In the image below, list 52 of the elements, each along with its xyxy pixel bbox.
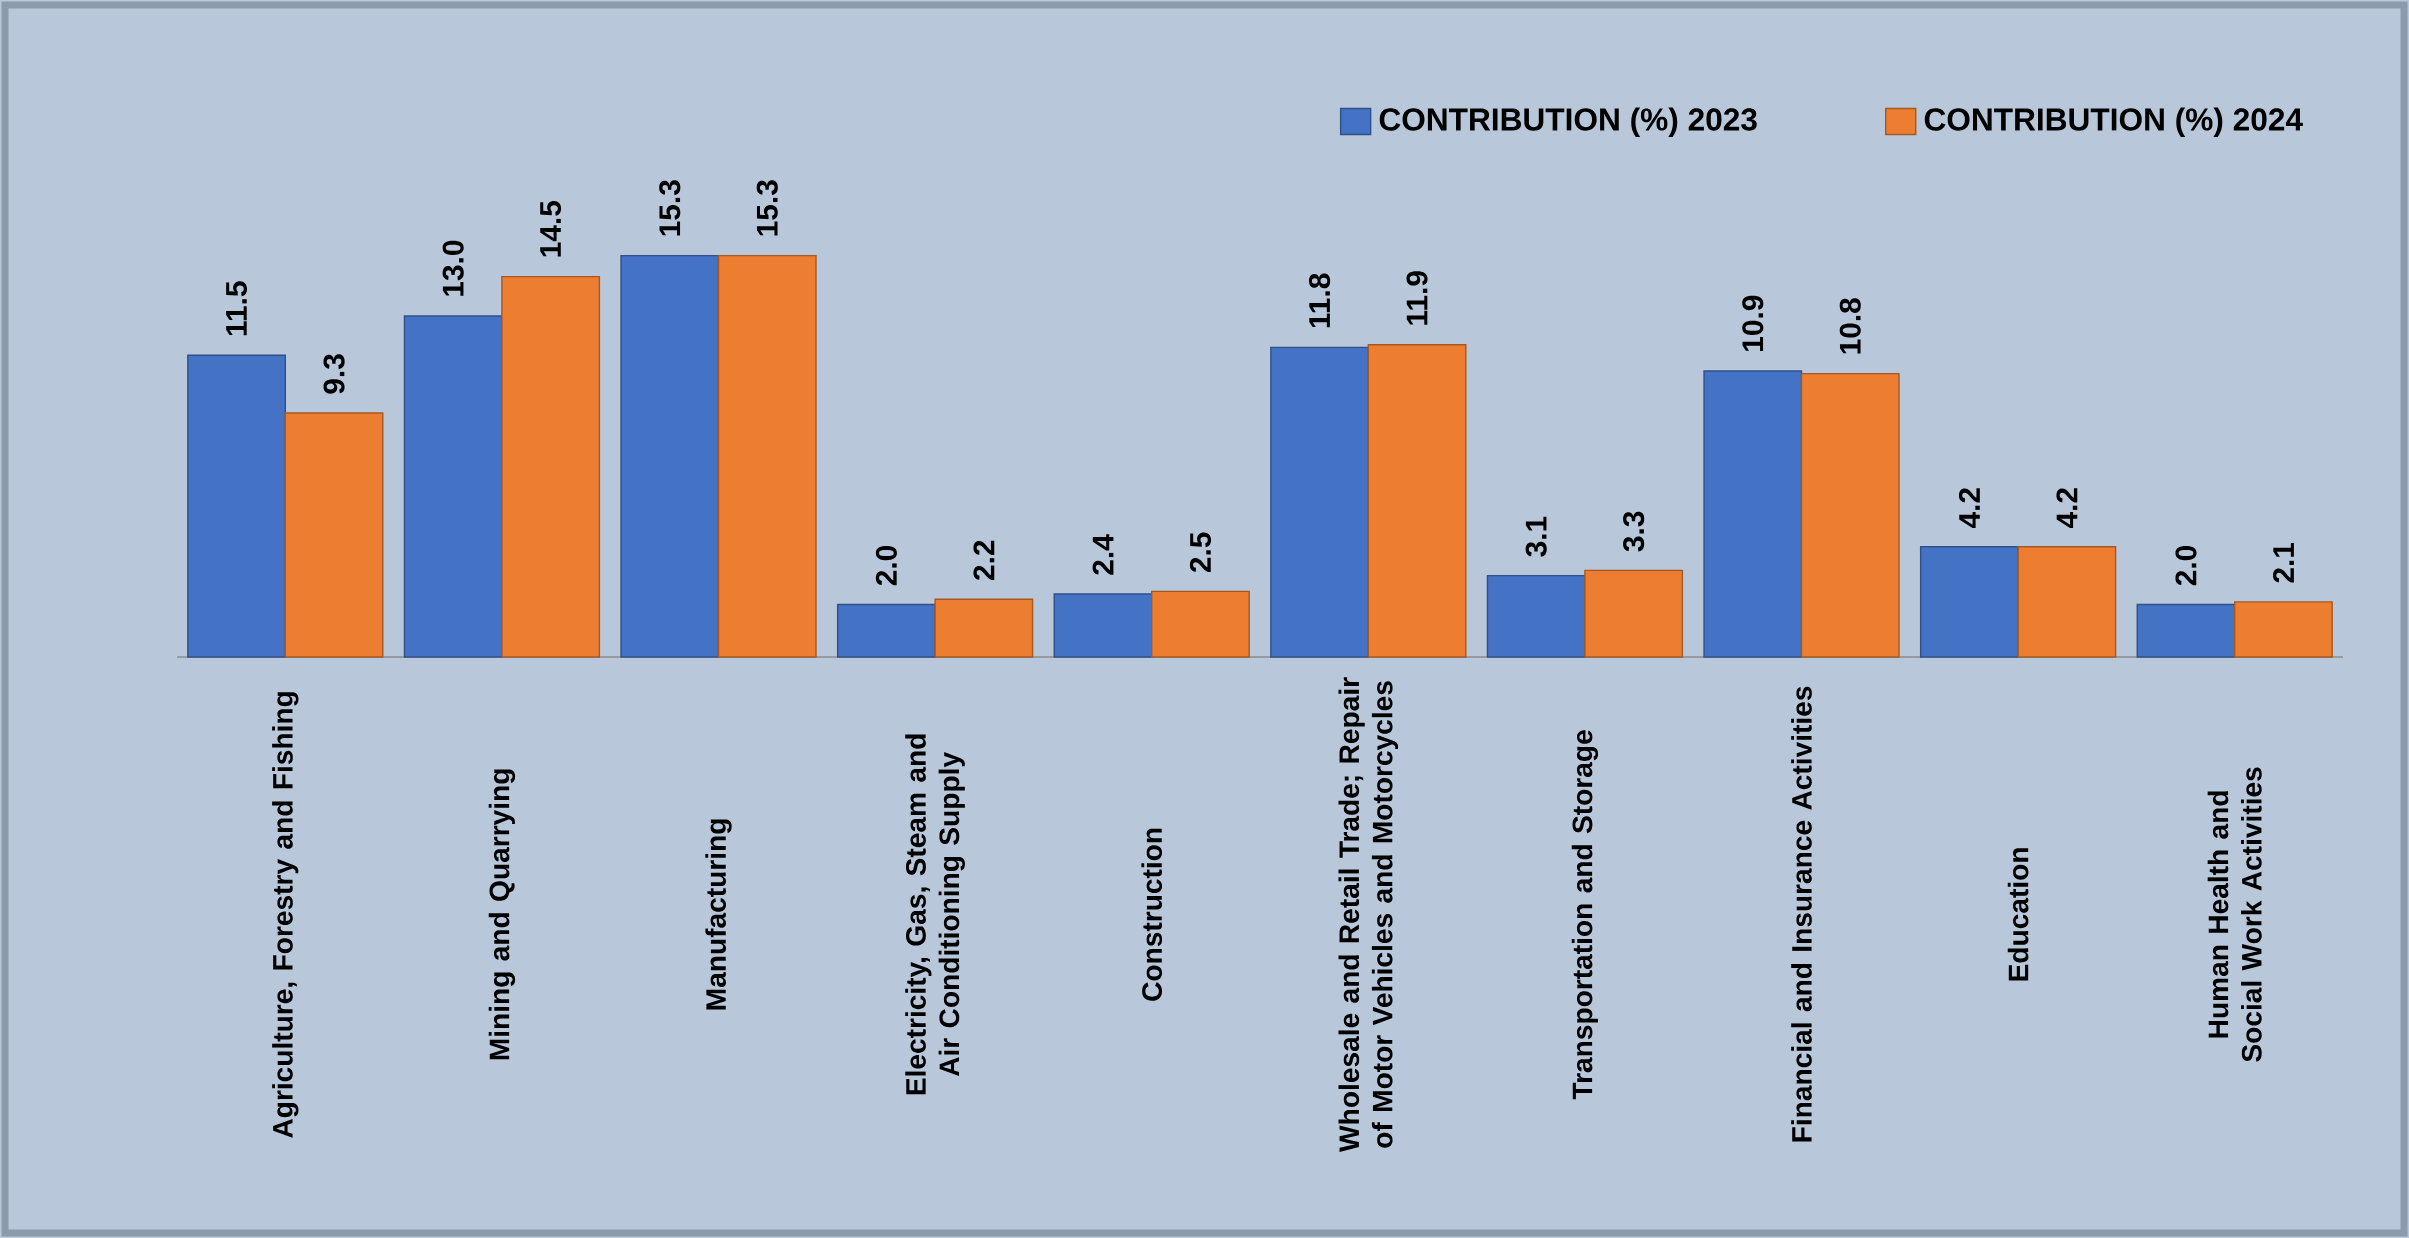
data-label: 10.9 (1742, 295, 1764, 351)
data-label: 2.5 (1189, 532, 1212, 573)
data-label: 15.3 (659, 180, 681, 236)
bar (1919, 546, 2019, 658)
bar (1800, 372, 1900, 658)
data-label: 11.5 (226, 281, 247, 336)
data-label: 11.8 (1309, 273, 1331, 328)
legend-label: CONTRIBUTION (%) 2024 (1924, 107, 2303, 137)
data-label: 10.8 (1839, 298, 1861, 354)
bar (1703, 370, 1803, 658)
bar (284, 412, 384, 658)
bar (2136, 603, 2236, 658)
bar (403, 315, 503, 658)
bar (1584, 569, 1684, 658)
x-tick-label: Electricity, Gas, Steam and Air Conditioning Supply (905, 734, 965, 1095)
bar (934, 598, 1034, 658)
data-label: 2.0 (2175, 545, 2197, 586)
x-tick-label: Transportation and Storage (1571, 730, 1599, 1100)
x-tick-label: Construction (1141, 828, 1163, 1001)
x-tick-label: Education (2007, 848, 2029, 981)
data-label: 3.1 (1525, 516, 1547, 557)
bar (501, 275, 601, 658)
x-tick-label: Mining and Quarrying (488, 769, 516, 1060)
data-label: 4.2 (2056, 488, 2078, 529)
bar (1150, 590, 1250, 658)
x-tick-label: Human Health and Social Work Activities (2207, 767, 2262, 1062)
x-tick-label: Wholesale and Retail Trade; Repair of Motor Vehicles and Motorcycles (1338, 677, 1399, 1152)
bar (187, 354, 287, 658)
bar (620, 254, 720, 658)
data-label: 4.2 (1958, 488, 1980, 529)
bar (1367, 344, 1467, 658)
bar (836, 603, 936, 658)
bar (1486, 574, 1586, 658)
legend-label: CONTRIBUTION (%) 2023 (1379, 107, 1757, 137)
data-label: 2.2 (973, 540, 995, 580)
data-label: 2.1 (2273, 542, 2294, 583)
bar (1270, 346, 1370, 658)
x-tick-label: Manufacturing (705, 819, 732, 1010)
data-label: 3.3 (1623, 511, 1645, 552)
data-label: 2.4 (1092, 534, 1114, 575)
data-label: 13.0 (442, 240, 464, 296)
bar (2234, 601, 2333, 658)
data-label: 11.9 (1406, 271, 1428, 325)
data-label: 2.0 (875, 545, 897, 586)
data-label: 9.3 (323, 354, 345, 394)
data-label: 15.3 (756, 180, 778, 236)
bar (2017, 546, 2117, 658)
bar (1053, 593, 1153, 658)
x-tick-label: Financial and Insurance Activities (1791, 686, 1812, 1142)
x-tick-label: Agriculture, Forestry and Fishing (272, 692, 299, 1138)
bar (717, 254, 817, 658)
data-label: 14.5 (540, 201, 562, 257)
